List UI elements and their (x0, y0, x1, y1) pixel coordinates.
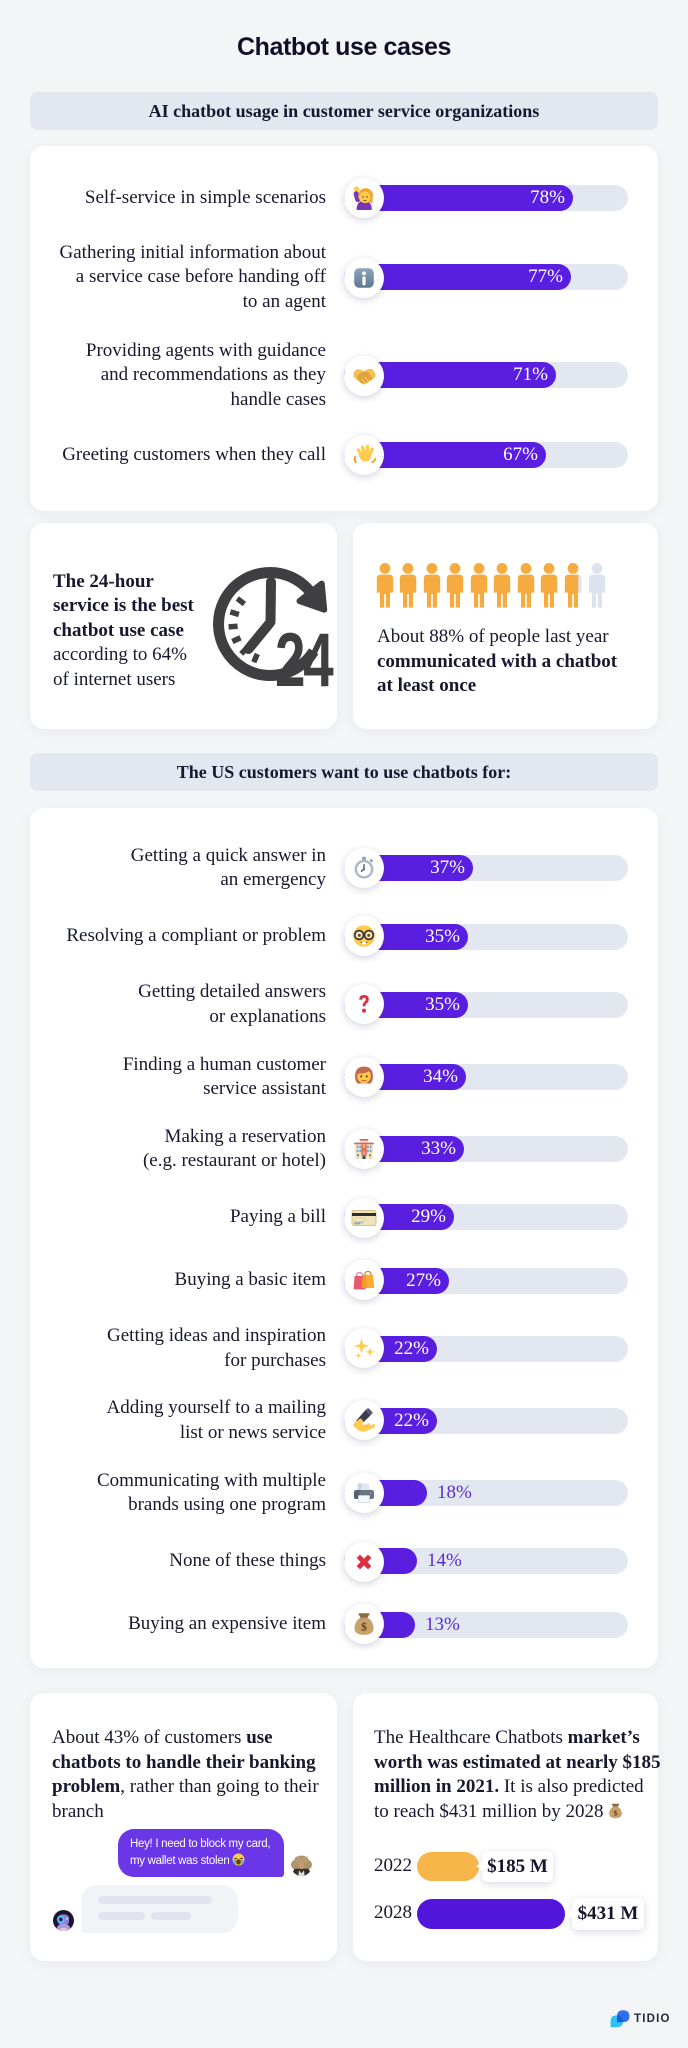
svg-text:24: 24 (275, 618, 334, 703)
svg-text:$: $ (614, 1808, 618, 1817)
svg-text:$: $ (361, 1621, 367, 1634)
